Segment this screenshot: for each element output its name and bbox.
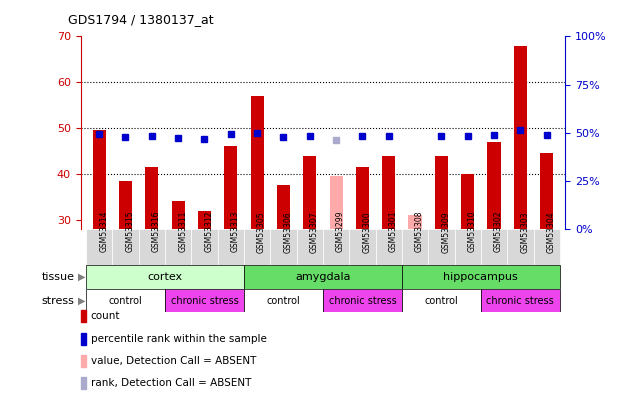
Bar bbox=[428, 229, 455, 265]
Text: tissue: tissue bbox=[42, 272, 75, 282]
Bar bbox=[323, 289, 402, 312]
Bar bbox=[165, 289, 244, 312]
Bar bbox=[224, 146, 237, 229]
Text: GSM53301: GSM53301 bbox=[389, 211, 397, 252]
Bar bbox=[145, 167, 158, 229]
Text: count: count bbox=[91, 311, 120, 321]
Text: GSM53311: GSM53311 bbox=[178, 211, 187, 252]
Bar bbox=[138, 229, 165, 265]
Text: GSM53308: GSM53308 bbox=[415, 211, 424, 252]
Text: GSM53314: GSM53314 bbox=[99, 211, 108, 252]
Text: GSM53316: GSM53316 bbox=[152, 211, 161, 252]
Bar bbox=[217, 229, 244, 265]
Bar bbox=[461, 174, 474, 229]
Text: control: control bbox=[425, 296, 458, 305]
Bar bbox=[349, 229, 376, 265]
Text: GSM53312: GSM53312 bbox=[204, 211, 214, 252]
Bar bbox=[402, 265, 560, 289]
Text: control: control bbox=[109, 296, 142, 305]
Bar bbox=[487, 142, 501, 229]
Bar bbox=[250, 96, 264, 229]
Bar bbox=[409, 215, 422, 229]
Text: amygdala: amygdala bbox=[295, 272, 351, 282]
Text: chronic stress: chronic stress bbox=[486, 296, 554, 305]
Text: hippocampus: hippocampus bbox=[443, 272, 519, 282]
Bar bbox=[86, 289, 165, 312]
Text: GSM53305: GSM53305 bbox=[257, 211, 266, 253]
Text: value, Detection Call = ABSENT: value, Detection Call = ABSENT bbox=[91, 356, 256, 366]
Bar bbox=[540, 153, 553, 229]
Bar bbox=[455, 229, 481, 265]
Bar bbox=[86, 229, 112, 265]
Bar bbox=[533, 229, 560, 265]
Text: GSM53313: GSM53313 bbox=[231, 211, 240, 252]
Text: GSM53310: GSM53310 bbox=[468, 211, 477, 252]
Bar bbox=[507, 229, 533, 265]
Bar bbox=[165, 229, 191, 265]
Bar bbox=[481, 289, 560, 312]
Text: GSM53299: GSM53299 bbox=[336, 211, 345, 252]
Text: GSM53307: GSM53307 bbox=[310, 211, 319, 253]
Bar bbox=[435, 156, 448, 229]
Bar bbox=[244, 265, 402, 289]
Bar bbox=[323, 229, 349, 265]
Bar bbox=[270, 229, 297, 265]
Bar bbox=[112, 229, 138, 265]
Bar bbox=[402, 229, 428, 265]
Text: GSM53306: GSM53306 bbox=[283, 211, 292, 253]
Bar bbox=[86, 265, 244, 289]
Bar bbox=[402, 289, 481, 312]
Bar bbox=[356, 167, 369, 229]
Bar bbox=[244, 289, 323, 312]
Bar bbox=[382, 156, 396, 229]
Text: percentile rank within the sample: percentile rank within the sample bbox=[91, 334, 266, 343]
Text: GSM53302: GSM53302 bbox=[494, 211, 503, 252]
Bar bbox=[191, 229, 217, 265]
Text: ▶: ▶ bbox=[78, 296, 85, 305]
Text: GSM53304: GSM53304 bbox=[546, 211, 556, 253]
Bar bbox=[481, 229, 507, 265]
Bar bbox=[514, 46, 527, 229]
Bar bbox=[297, 229, 323, 265]
Text: control: control bbox=[266, 296, 301, 305]
Text: GSM53309: GSM53309 bbox=[442, 211, 450, 253]
Text: cortex: cortex bbox=[147, 272, 183, 282]
Bar bbox=[303, 156, 316, 229]
Text: ▶: ▶ bbox=[78, 272, 85, 282]
Bar bbox=[119, 181, 132, 229]
Bar bbox=[330, 176, 343, 229]
Bar bbox=[277, 185, 290, 229]
Text: GSM53300: GSM53300 bbox=[363, 211, 371, 253]
Bar bbox=[376, 229, 402, 265]
Bar bbox=[198, 211, 211, 229]
Text: GDS1794 / 1380137_at: GDS1794 / 1380137_at bbox=[68, 13, 214, 26]
Bar bbox=[244, 229, 270, 265]
Text: stress: stress bbox=[42, 296, 75, 305]
Text: GSM53315: GSM53315 bbox=[125, 211, 135, 252]
Text: chronic stress: chronic stress bbox=[329, 296, 396, 305]
Bar bbox=[93, 130, 106, 229]
Bar bbox=[171, 201, 184, 229]
Text: chronic stress: chronic stress bbox=[171, 296, 238, 305]
Text: rank, Detection Call = ABSENT: rank, Detection Call = ABSENT bbox=[91, 378, 251, 388]
Text: GSM53303: GSM53303 bbox=[520, 211, 529, 253]
